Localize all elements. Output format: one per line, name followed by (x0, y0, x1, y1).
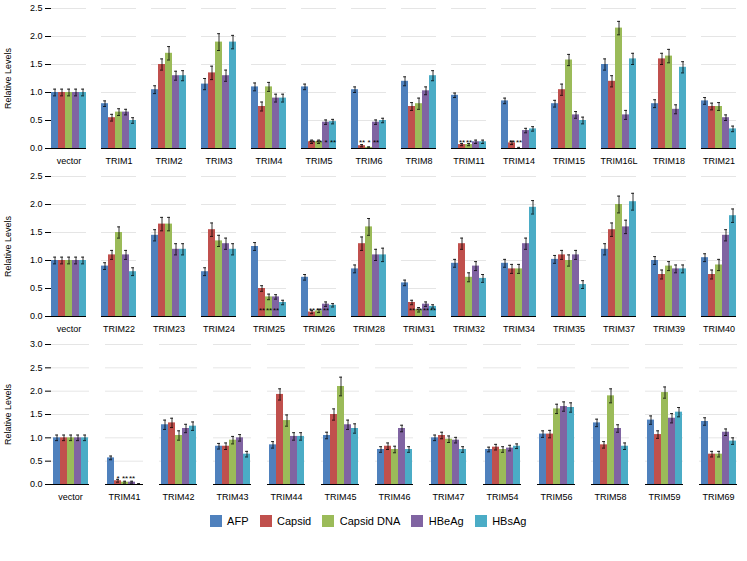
svg-text:2.5: 2.5 (30, 171, 43, 181)
svg-text:1.5: 1.5 (30, 409, 43, 419)
svg-text:TRIM15: TRIM15 (553, 156, 585, 166)
svg-text:**: ** (266, 306, 272, 315)
svg-text:2.5: 2.5 (30, 3, 43, 13)
svg-text:TRIM43: TRIM43 (216, 492, 248, 502)
svg-text:**: ** (430, 306, 436, 315)
svg-text:vector: vector (58, 492, 83, 502)
svg-text:Relative Levels: Relative Levels (3, 47, 13, 109)
svg-text:TRIM58: TRIM58 (594, 492, 626, 502)
svg-text:TRIM22: TRIM22 (103, 324, 135, 334)
svg-text:0.0: 0.0 (30, 479, 43, 489)
svg-text:TRIM4: TRIM4 (256, 156, 283, 166)
svg-text:TRIM54: TRIM54 (486, 492, 518, 502)
svg-text:vector: vector (57, 156, 82, 166)
html-text:AFP: AFP (227, 514, 249, 527)
html-text:HBsAg: HBsAg (492, 514, 527, 527)
svg-text:TRIM11: TRIM11 (453, 156, 484, 166)
svg-text:TRIM5: TRIM5 (306, 156, 333, 166)
svg-text:*: * (116, 474, 119, 483)
svg-text:*: * (367, 138, 370, 147)
svg-text:TRIM8: TRIM8 (406, 156, 433, 166)
svg-text:**: ** (273, 306, 279, 315)
svg-text:TRIM2: TRIM2 (156, 156, 183, 166)
svg-text:**: ** (466, 138, 472, 147)
svg-text:**: ** (359, 138, 365, 147)
svg-text:TRIM34: TRIM34 (503, 324, 535, 334)
svg-text:TRIM32: TRIM32 (453, 324, 485, 334)
svg-text:TRIM45: TRIM45 (324, 492, 356, 502)
svg-text:0.0: 0.0 (30, 143, 43, 153)
svg-text:**: ** (409, 306, 415, 315)
svg-text:TRIM42: TRIM42 (162, 492, 194, 502)
svg-text:**: ** (129, 474, 135, 483)
svg-text:3.0: 3.0 (30, 339, 43, 349)
svg-text:TRIM18: TRIM18 (653, 156, 685, 166)
svg-text:**: ** (373, 138, 379, 147)
svg-text:Relative Levels: Relative Levels (3, 215, 13, 277)
svg-text:TRIM16L: TRIM16L (600, 156, 637, 166)
svg-text:TRIM28: TRIM28 (353, 324, 385, 334)
svg-text:**: ** (516, 138, 522, 147)
svg-text:**: ** (416, 306, 422, 315)
svg-text:1.5: 1.5 (30, 227, 43, 237)
svg-text:0.0: 0.0 (30, 311, 43, 321)
svg-text:TRIM56: TRIM56 (540, 492, 572, 502)
svg-text:**: ** (309, 306, 315, 315)
svg-text:**: ** (316, 138, 322, 147)
svg-text:0.5: 0.5 (30, 283, 43, 293)
svg-text:TRIM14: TRIM14 (503, 156, 535, 166)
svg-text:**: ** (122, 474, 128, 483)
svg-text:TRIM39: TRIM39 (653, 324, 685, 334)
svg-text:**: ** (509, 138, 515, 147)
svg-text:TRIM23: TRIM23 (153, 324, 185, 334)
svg-text:TRIM21: TRIM21 (703, 156, 735, 166)
html-text:Capsid: Capsid (277, 514, 312, 527)
svg-text:1.5: 1.5 (30, 59, 43, 69)
svg-text:1.0: 1.0 (30, 255, 43, 265)
svg-text:TRIM47: TRIM47 (432, 492, 464, 502)
svg-text:**: ** (459, 138, 465, 147)
svg-text:TRIM6: TRIM6 (356, 156, 383, 166)
svg-text:TRIM44: TRIM44 (270, 492, 302, 502)
svg-text:0.5: 0.5 (30, 115, 43, 125)
svg-text:2.0: 2.0 (30, 199, 43, 209)
svg-text:TRIM25: TRIM25 (253, 324, 285, 334)
svg-text:**: ** (259, 306, 265, 315)
svg-text:**: ** (323, 306, 329, 315)
svg-text:**: ** (330, 138, 336, 147)
svg-text:2.5: 2.5 (30, 363, 43, 373)
svg-text:TRIM37: TRIM37 (603, 324, 635, 334)
svg-text:1.0: 1.0 (30, 87, 43, 97)
svg-text:TRIM69: TRIM69 (702, 492, 734, 502)
svg-text:0.5: 0.5 (30, 456, 43, 466)
svg-text:TRIM59: TRIM59 (648, 492, 680, 502)
svg-text:TRIM31: TRIM31 (403, 324, 435, 334)
svg-text:2.0: 2.0 (30, 31, 43, 41)
svg-text:1.0: 1.0 (30, 433, 43, 443)
svg-text:TRIM41: TRIM41 (108, 492, 140, 502)
svg-text:TRIM40: TRIM40 (703, 324, 735, 334)
svg-text:**: ** (423, 306, 429, 315)
html-text:HBeAg: HBeAg (428, 514, 464, 527)
svg-text:**: ** (309, 138, 315, 147)
svg-text:vector: vector (57, 324, 82, 334)
svg-text:*: * (324, 138, 327, 147)
svg-text:TRIM1: TRIM1 (106, 156, 133, 166)
svg-text:**: ** (316, 306, 322, 315)
svg-text:TRIM3: TRIM3 (206, 156, 233, 166)
svg-text:TRIM46: TRIM46 (378, 492, 410, 502)
html-text:Capsid DNA: Capsid DNA (339, 514, 401, 527)
svg-text:2.0: 2.0 (30, 386, 43, 396)
svg-text:TRIM24: TRIM24 (203, 324, 235, 334)
svg-text:TRIM35: TRIM35 (553, 324, 585, 334)
svg-text:Relative Levels: Relative Levels (3, 383, 13, 445)
svg-text:TRIM26: TRIM26 (303, 324, 335, 334)
